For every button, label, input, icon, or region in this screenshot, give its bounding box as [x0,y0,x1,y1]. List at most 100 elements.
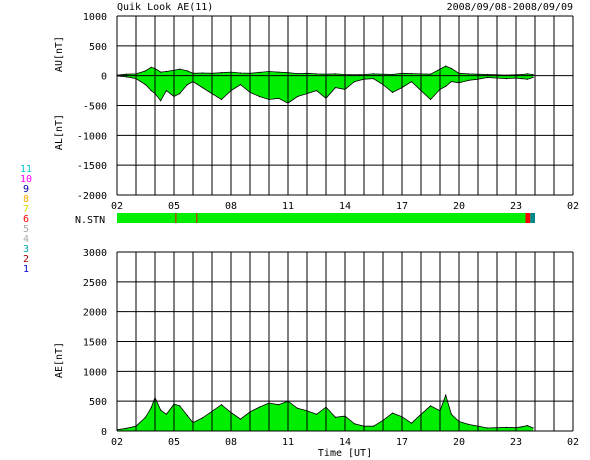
au-point [410,73,413,75]
ae-point [165,413,167,415]
y-tick-label: 3000 [83,248,107,259]
x-tick-label: 11 [282,201,294,212]
x-tick-label: 14 [339,201,351,212]
legend-count-label: 1 [23,264,29,275]
ae-area [117,395,534,431]
al-point [521,78,523,80]
x-tick-label: 20 [453,201,465,212]
ae-point [186,414,188,417]
au-point [372,73,375,75]
au-axis-label: AU[nT] [54,36,65,72]
x-tick-label: 02 [111,437,123,448]
au-line [116,65,534,76]
ae-point [521,426,523,428]
station-bar-red [525,213,531,223]
x-tick-label: 20 [453,437,465,448]
al-point [160,100,162,102]
station-label: N.STN [75,215,105,226]
au-point [334,73,337,75]
au-point [144,70,147,72]
au-point [445,65,447,67]
x-axis-title: Time [UT] [318,448,372,459]
x-tick-label: 11 [282,437,294,448]
x-tick-label: 23 [510,201,522,212]
au-point [239,72,242,74]
ae-point [391,412,394,414]
ae-point [429,405,432,407]
ae-point [220,404,223,406]
au-point [150,66,152,68]
ae-point [372,425,375,427]
y-tick-label: -1500 [77,161,107,172]
ae-point [239,418,242,420]
al-point [315,90,318,92]
legend-count-label: 3 [23,244,29,255]
ae-point [179,405,181,407]
al-area [117,75,534,104]
y-tick-label: 2500 [83,278,107,289]
x-tick-label: 23 [510,437,522,448]
al-point [505,78,508,80]
x-tick-label: 14 [339,437,351,448]
station-bar-fill [117,213,526,223]
y-tick-label: 0 [101,427,107,438]
station-bar-teal [530,213,535,223]
ae-point [258,406,261,408]
al-point [372,78,375,80]
ae-point [144,416,147,418]
au-point [165,70,167,73]
date-range: 2008/09/08-2008/09/09 [447,2,573,13]
ae-axis-label: AE[nT] [54,342,65,378]
ae-point [532,427,534,429]
au-point [315,73,318,75]
legend-count-label: 4 [23,234,29,245]
al-point [429,98,432,101]
al-point [526,78,529,80]
y-tick-label: 1500 [83,338,107,349]
y-tick-label: 0 [101,72,107,83]
al-point [353,81,356,83]
al-point [486,76,489,79]
au-point [220,72,223,74]
au-point [486,73,489,76]
au-point [391,73,394,76]
legend-count-label: 10 [20,174,32,185]
al-line [116,75,534,104]
x-tick-label: 05 [168,201,180,212]
al-axis-label: AL[nT] [54,114,65,150]
y-tick-label: -1000 [77,131,107,142]
x-tick-label: 17 [396,201,408,212]
al-point [391,91,394,93]
al-point [179,93,181,95]
al-point [258,95,261,98]
x-tick-label: 02 [567,201,579,212]
al-point [186,84,188,86]
y-tick-label: -2000 [77,191,107,202]
y-tick-label: 1000 [83,12,107,23]
y-tick-label: 1000 [83,367,107,378]
al-point [150,90,152,92]
ae-point [150,407,152,409]
ae-point [160,409,162,411]
au-point [353,74,356,76]
ae-point [505,426,508,428]
au-point [125,73,128,75]
legend-count-label: 2 [23,254,29,265]
x-tick-label: 08 [225,201,237,212]
legend-count-label: 11 [20,164,32,175]
y-tick-label: -500 [83,102,107,113]
x-tick-label: 08 [225,437,237,448]
au-point [179,68,181,70]
al-point [277,97,280,99]
al-point [410,81,413,83]
au-point [201,72,204,74]
station-bar [117,213,535,223]
ae-point [445,394,447,396]
al-point [334,87,337,89]
ae-point [353,423,356,425]
au-point [532,73,534,76]
al-point [220,98,223,101]
y-tick-label: 500 [89,42,107,53]
